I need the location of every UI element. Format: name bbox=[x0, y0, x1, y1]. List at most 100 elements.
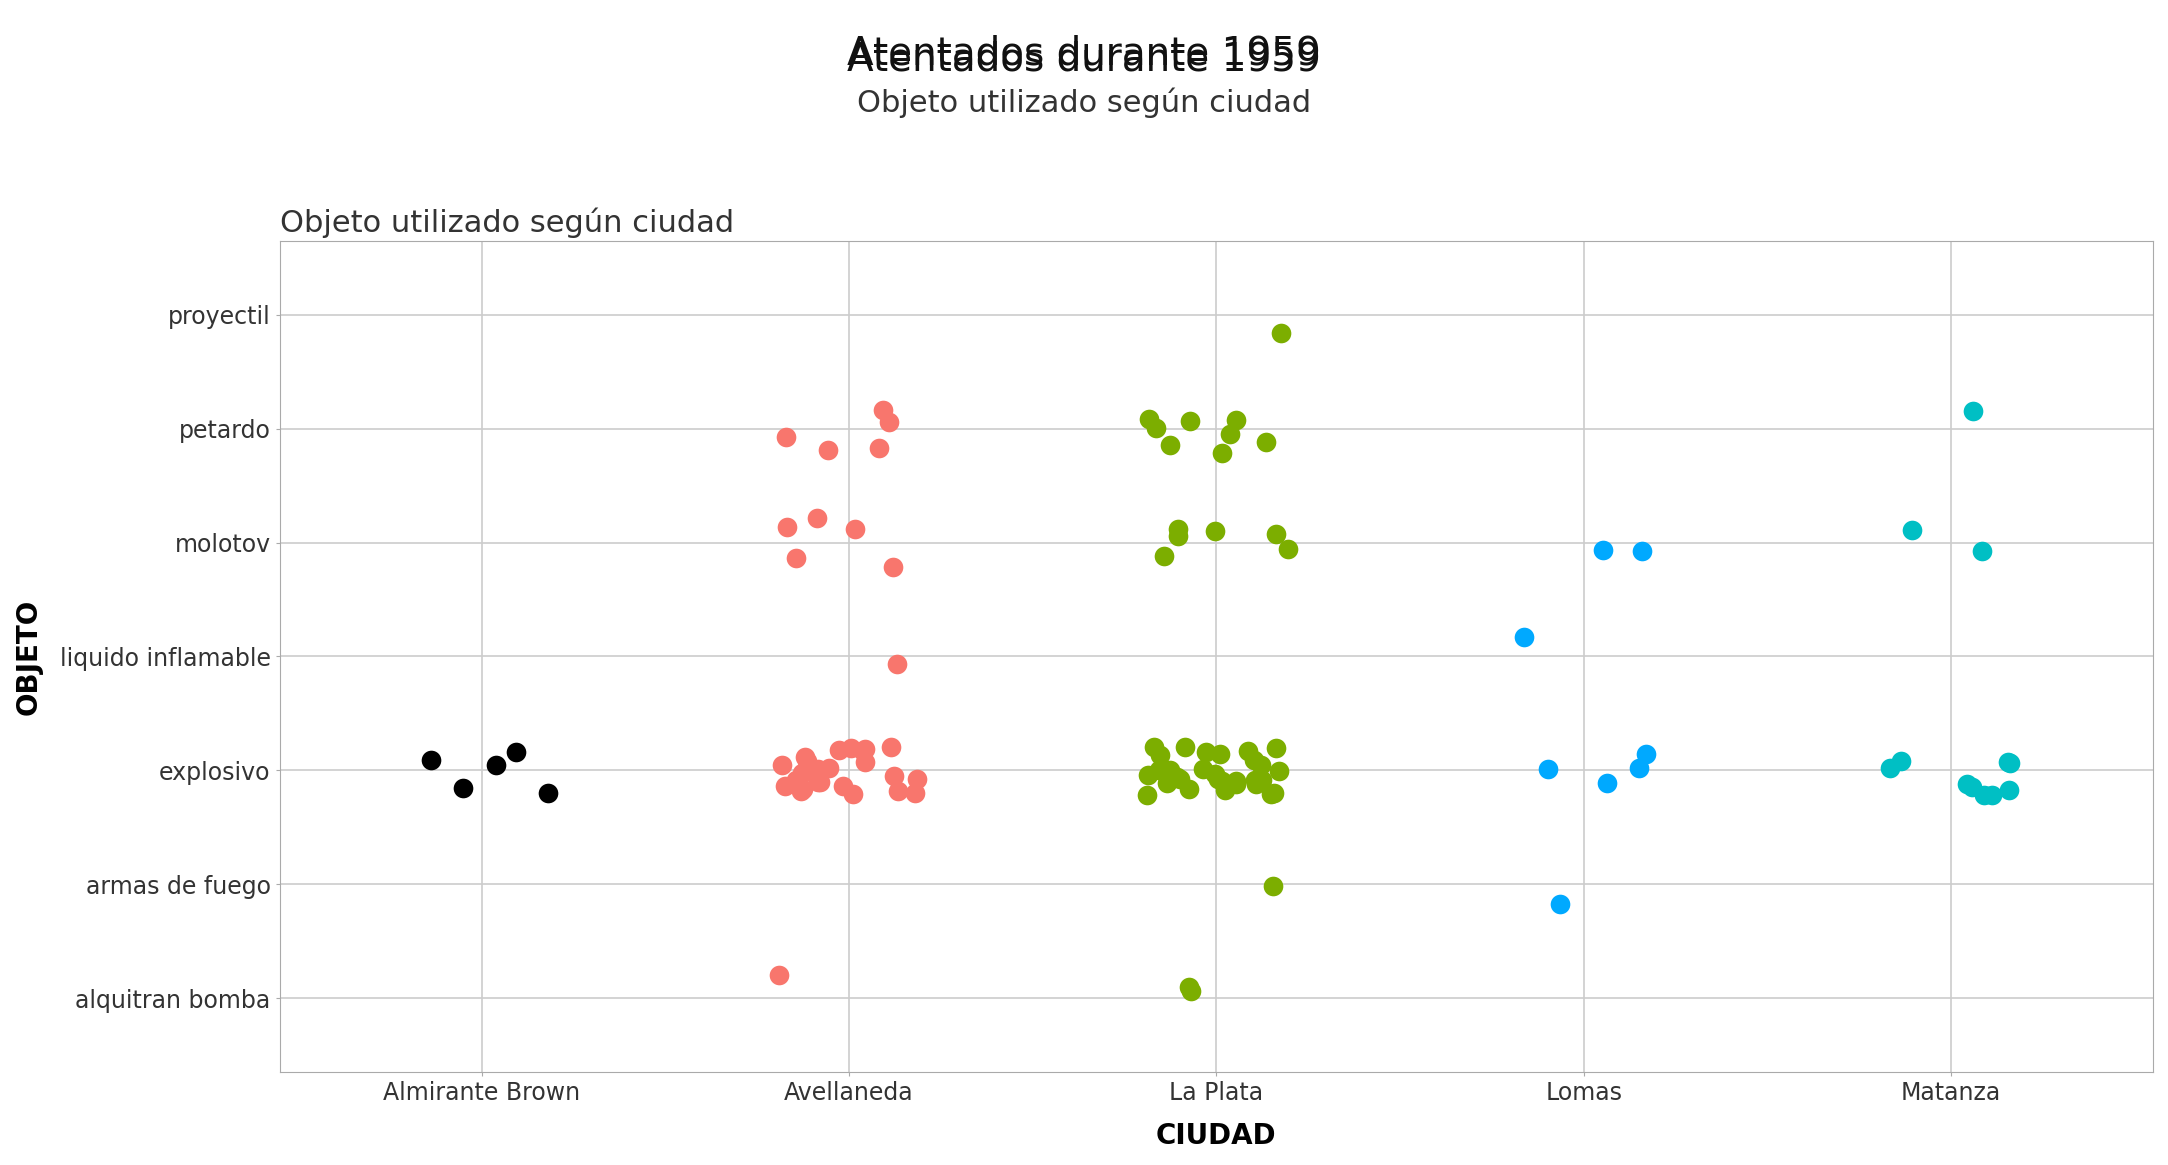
Point bbox=[1255, 876, 1290, 895]
Point bbox=[1130, 765, 1164, 784]
Point bbox=[1585, 541, 1619, 559]
Point bbox=[1589, 774, 1624, 792]
Point bbox=[1201, 769, 1236, 788]
Point bbox=[1199, 764, 1234, 783]
Point bbox=[1140, 761, 1175, 779]
Point bbox=[876, 558, 911, 577]
Point bbox=[1153, 761, 1188, 779]
Point bbox=[1249, 433, 1283, 452]
Point bbox=[826, 777, 861, 796]
Point bbox=[778, 549, 813, 567]
Point bbox=[880, 782, 915, 800]
Point bbox=[1884, 751, 1919, 770]
Point bbox=[1218, 775, 1253, 793]
Point bbox=[414, 750, 449, 769]
Text: Objeto utilizado según ciudad: Objeto utilizado según ciudad bbox=[856, 87, 1312, 118]
Point bbox=[813, 758, 848, 777]
Point bbox=[1975, 786, 2010, 805]
Point bbox=[835, 784, 869, 803]
Point bbox=[1188, 743, 1223, 762]
Point bbox=[1171, 781, 1205, 799]
Point bbox=[1628, 746, 1663, 764]
Point bbox=[761, 966, 796, 984]
Point bbox=[479, 756, 514, 775]
Point bbox=[531, 783, 566, 802]
Point bbox=[900, 770, 934, 789]
Point bbox=[1253, 784, 1288, 803]
Point bbox=[1149, 774, 1184, 792]
Y-axis label: OBJETO: OBJETO bbox=[15, 599, 43, 714]
Point bbox=[1238, 770, 1273, 789]
Point bbox=[1531, 760, 1565, 778]
Point bbox=[447, 778, 481, 797]
Point bbox=[1212, 425, 1247, 444]
Text: Atentados durante 1959: Atentados durante 1959 bbox=[848, 41, 1320, 79]
Point bbox=[1507, 627, 1541, 645]
Point bbox=[1873, 758, 1908, 777]
Point bbox=[880, 655, 915, 673]
Point bbox=[846, 741, 880, 760]
Point bbox=[1260, 524, 1294, 543]
Point bbox=[1197, 522, 1231, 541]
Point bbox=[1260, 739, 1294, 757]
Point bbox=[1130, 786, 1164, 805]
Point bbox=[1992, 781, 2027, 799]
Point bbox=[785, 781, 820, 799]
X-axis label: CIUDAD: CIUDAD bbox=[1156, 1122, 1277, 1150]
Point bbox=[770, 517, 804, 536]
Point bbox=[499, 743, 533, 762]
Point bbox=[1218, 410, 1253, 429]
Point bbox=[1136, 737, 1171, 756]
Point bbox=[865, 401, 900, 419]
Point bbox=[802, 761, 837, 779]
Point bbox=[1262, 761, 1296, 779]
Point bbox=[1173, 982, 1208, 1001]
Point bbox=[1138, 418, 1173, 437]
Point bbox=[1229, 741, 1264, 760]
Point bbox=[1956, 778, 1990, 797]
Point bbox=[874, 737, 908, 756]
Point bbox=[783, 782, 817, 800]
Point bbox=[1964, 542, 1999, 560]
Point bbox=[1626, 542, 1661, 560]
Point bbox=[1162, 527, 1197, 545]
Point bbox=[785, 764, 820, 783]
Point bbox=[1992, 754, 2027, 772]
Point bbox=[1966, 785, 2001, 804]
Point bbox=[839, 520, 874, 538]
Point bbox=[800, 774, 835, 792]
Point bbox=[822, 741, 856, 760]
Point bbox=[1270, 539, 1305, 558]
Point bbox=[835, 739, 869, 757]
Point bbox=[1162, 770, 1197, 789]
Point bbox=[1205, 772, 1240, 791]
Point bbox=[1244, 756, 1279, 775]
Point bbox=[1956, 402, 1990, 421]
Point bbox=[1186, 760, 1221, 778]
Point bbox=[1238, 775, 1273, 793]
Point bbox=[848, 740, 882, 758]
Point bbox=[1147, 546, 1182, 565]
Point bbox=[1622, 758, 1656, 777]
Point bbox=[767, 776, 802, 795]
Point bbox=[1160, 768, 1195, 786]
Point bbox=[789, 751, 824, 770]
Point bbox=[872, 414, 906, 432]
Point bbox=[1132, 410, 1166, 429]
Point bbox=[1173, 412, 1208, 431]
Point bbox=[863, 438, 898, 457]
Point bbox=[1949, 775, 1984, 793]
Point bbox=[1244, 771, 1279, 790]
Point bbox=[1218, 772, 1253, 791]
Point bbox=[1895, 521, 1930, 539]
Point bbox=[1153, 436, 1188, 454]
Point bbox=[811, 442, 846, 460]
Point bbox=[1544, 895, 1578, 913]
Text: Atentados durante 1959: Atentados durante 1959 bbox=[848, 35, 1320, 73]
Point bbox=[1203, 746, 1238, 764]
Point bbox=[1208, 781, 1242, 799]
Point bbox=[1257, 784, 1292, 803]
Point bbox=[1990, 753, 2025, 771]
Point bbox=[802, 760, 837, 778]
Text: Objeto utilizado según ciudad: Objeto utilizado según ciudad bbox=[280, 207, 733, 239]
